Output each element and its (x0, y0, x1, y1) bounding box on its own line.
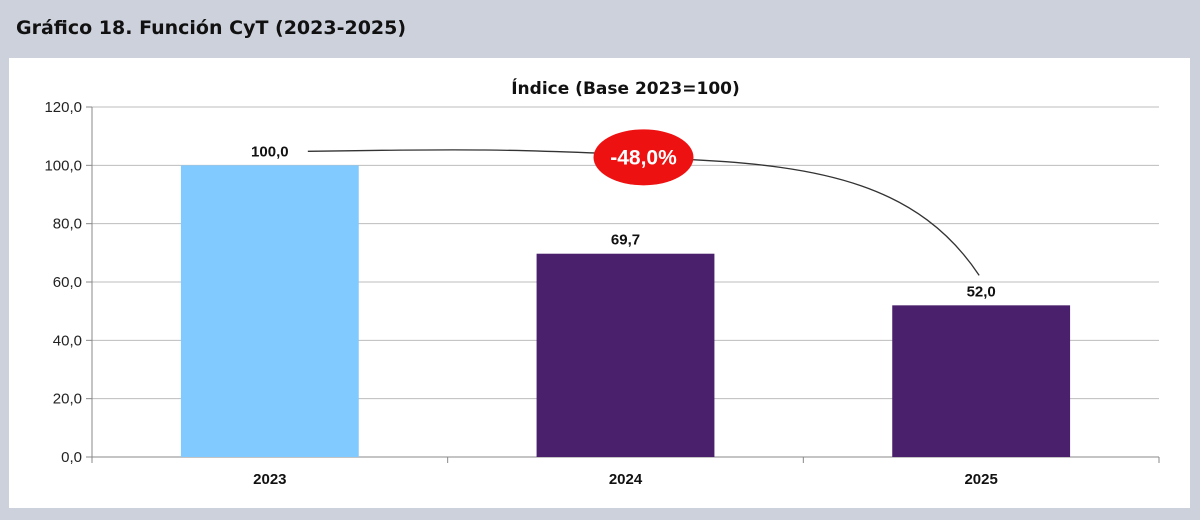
header-bar: Gráfico 18. Función CyT (2023-2025) (0, 0, 1200, 58)
x-tick-label: 2025 (964, 471, 997, 488)
change-badge (593, 129, 694, 186)
x-tick-label: 2023 (253, 471, 286, 488)
bar-chart: Índice (Base 2023=100) 0,0 20,0 40,0 60,0 80,… (44, 77, 1160, 488)
y-tick-label: 60,0 (53, 274, 82, 291)
y-tick-label: 100,0 (44, 157, 82, 174)
data-label: 52,0 (967, 283, 996, 300)
chart-heading: Gráfico 18. Función CyT (2023-2025) (16, 17, 407, 39)
chart-title: Índice (Base 2023=100) (511, 77, 740, 99)
trend-connector (307, 149, 980, 276)
y-tick-label: 80,0 (53, 216, 82, 233)
y-tick-label: 40,0 (53, 332, 82, 349)
chart-panel: Índice (Base 2023=100) 0,0 20,0 40,0 60,0 80,… (9, 58, 1190, 508)
bar-2024 (536, 253, 715, 457)
x-tick-label: 2024 (609, 471, 643, 488)
y-tick-label: 20,0 (53, 391, 82, 408)
data-label: 100,0 (251, 143, 289, 160)
y-tick-label: 120,0 (44, 99, 82, 116)
bar-2025 (892, 305, 1071, 457)
bar-2023 (180, 165, 359, 457)
change-badge-label: -48,0% (610, 146, 677, 169)
data-label: 69,7 (611, 232, 640, 249)
y-tick-label: 0,0 (61, 449, 82, 466)
